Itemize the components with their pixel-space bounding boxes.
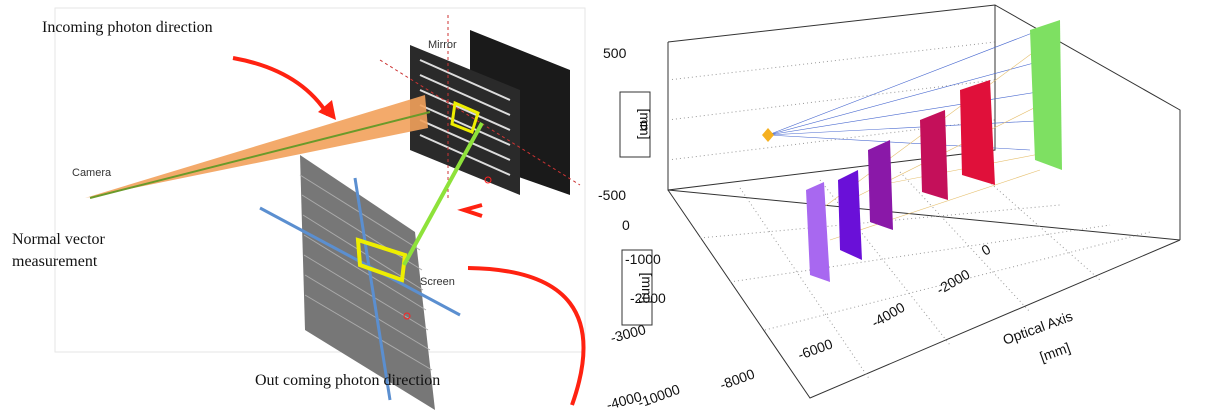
tick-label: -4000 xyxy=(869,299,908,331)
tick-label: -500 xyxy=(598,187,626,203)
box-edge xyxy=(667,189,1181,241)
box-edge xyxy=(667,189,1181,399)
axis-unit: [mm] xyxy=(1038,339,1073,365)
surface xyxy=(806,182,830,282)
mirror-pattern xyxy=(419,59,511,176)
marker xyxy=(484,176,492,184)
surface xyxy=(838,170,862,260)
surface xyxy=(1030,20,1062,170)
screen xyxy=(300,155,435,410)
camera-cone xyxy=(85,95,428,198)
mirror-patch xyxy=(450,100,480,134)
arrow-small xyxy=(457,203,483,218)
tick-label: -2000 xyxy=(630,290,666,306)
tick-label: -2000 xyxy=(934,266,973,298)
photon-path xyxy=(402,122,484,266)
tick-label: 0 xyxy=(622,217,630,233)
tick-label: -1000 xyxy=(625,251,661,267)
unit-box xyxy=(621,249,653,326)
screen-axis xyxy=(353,177,392,401)
surface xyxy=(960,80,995,185)
arrow-head xyxy=(318,100,336,120)
label: Screen xyxy=(420,276,455,288)
tick-label: -6000 xyxy=(796,335,835,362)
surface xyxy=(868,140,893,230)
label: Camera xyxy=(72,167,112,179)
box-edge xyxy=(667,4,1181,240)
marker xyxy=(403,312,411,320)
axis-unit: [mm] xyxy=(637,108,653,139)
grid xyxy=(667,41,1151,381)
label: measurement xyxy=(12,253,98,270)
label: Mirror xyxy=(428,39,457,51)
axis-unit: [mm] xyxy=(639,272,655,303)
left-diagram: Incoming photon direction Mirror Camera … xyxy=(12,7,586,410)
right-plot: 500 0 -500 [mm] 0 -1000 -2000 -3000 -400… xyxy=(598,4,1181,413)
box-edge xyxy=(667,5,996,191)
screen-patch xyxy=(355,237,408,283)
label: Incoming photon direction xyxy=(42,19,213,36)
arrow-incoming xyxy=(232,56,330,117)
source xyxy=(762,128,774,142)
label: Normal vector xyxy=(12,231,106,248)
tick-label: -8000 xyxy=(718,365,757,392)
unit-box xyxy=(619,91,651,158)
tick-label: 500 xyxy=(603,45,627,61)
surface xyxy=(920,110,948,200)
arrow-outcoming xyxy=(467,266,586,406)
tick-label: 0 xyxy=(979,241,994,259)
camera-axis xyxy=(89,111,431,199)
tick-label: 0 xyxy=(640,117,648,133)
label: Out coming photon direction xyxy=(255,372,440,389)
tick-label: -10000 xyxy=(636,381,683,411)
